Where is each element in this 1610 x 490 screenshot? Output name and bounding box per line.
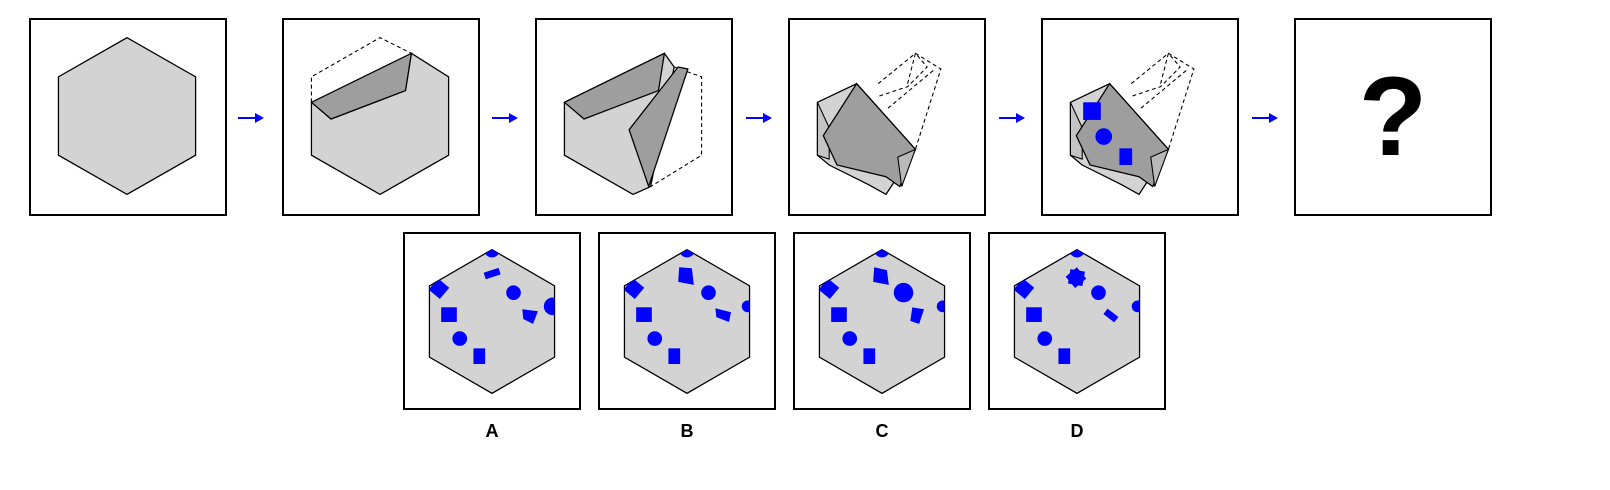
punched-holes-diagram [1069, 52, 1195, 196]
step-2-panel [282, 18, 480, 216]
option-b-diagram [623, 248, 751, 395]
fold-2-diagram [563, 52, 703, 196]
option-c-label: C [875, 421, 889, 441]
option-a-label: A [485, 421, 499, 441]
question-mark: ? [1358, 54, 1428, 179]
arrow-icon [999, 112, 1025, 124]
option-a-diagram [428, 248, 556, 395]
arrow-icon [1252, 112, 1278, 124]
option-d-diagram [1013, 248, 1141, 395]
step-3-panel [535, 18, 733, 216]
option-b-panel[interactable] [598, 232, 776, 410]
step-4-panel [788, 18, 986, 216]
step-1-panel [29, 18, 227, 216]
step-5-panel [1041, 18, 1239, 216]
hexagon-paper [57, 36, 197, 196]
fold-1-diagram [310, 37, 450, 196]
arrow-icon [746, 112, 772, 124]
answer-panel: ? [1294, 18, 1492, 216]
option-a-panel[interactable] [403, 232, 581, 410]
option-c-diagram [818, 248, 946, 395]
hole-rectangle [1119, 148, 1133, 166]
hole-circle [1095, 128, 1113, 145]
option-c-panel[interactable] [793, 232, 971, 410]
option-d-panel[interactable] [988, 232, 1166, 410]
arrow-icon [492, 112, 518, 124]
option-b-label: B [680, 421, 694, 441]
arrow-icon [238, 112, 264, 124]
hole-square [1083, 102, 1101, 120]
fold-3-diagram [816, 52, 942, 196]
option-d-label: D [1070, 421, 1084, 441]
